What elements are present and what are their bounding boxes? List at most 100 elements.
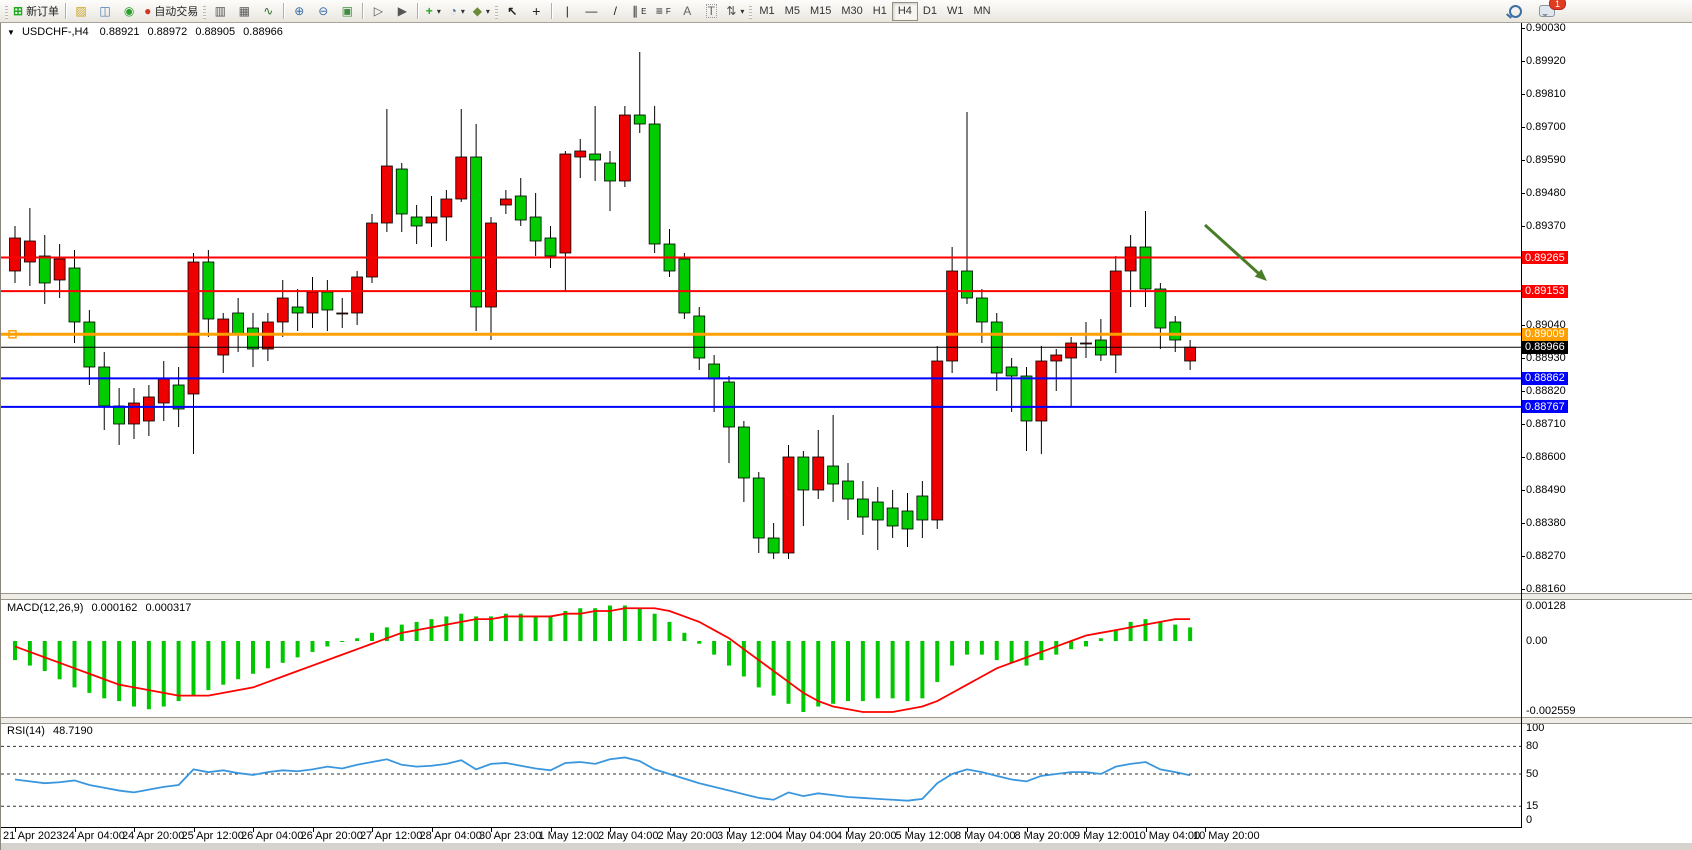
timeframe-button-w1[interactable]: W1 <box>946 5 964 17</box>
macd-bar <box>72 641 77 688</box>
candle <box>1169 321 1182 341</box>
timeframe-button-h1[interactable]: H1 <box>872 5 887 17</box>
auto-scroll-button[interactable]: ▶ <box>390 2 414 20</box>
hline-tool-button[interactable]: — <box>579 2 603 20</box>
candlestick-button[interactable]: ▦ <box>232 2 256 20</box>
styles-button[interactable]: ▨ <box>69 2 93 20</box>
macd-bar <box>414 621 419 641</box>
fibonacci-tool-button[interactable]: ≡ F <box>651 2 675 20</box>
indicators-button[interactable]: + ▾ <box>421 2 445 20</box>
rsi-axis-label: 0 <box>1526 814 1533 826</box>
trendline-icon: / <box>613 4 617 18</box>
candle <box>232 312 245 335</box>
arrows-tool-button[interactable]: ⇅ ▾ <box>723 2 747 20</box>
zoom-out-button[interactable]: ⊖ <box>311 2 335 20</box>
candle <box>1184 346 1197 362</box>
macd-bar <box>1009 641 1014 663</box>
timeframe-button-d1[interactable]: D1 <box>922 5 937 17</box>
timeframe-button-m30[interactable]: M30 <box>841 5 863 17</box>
chart-window[interactable]: ▼ USDCHF-,H4 0.88921 0.88972 0.88905 0.8… <box>0 22 1692 850</box>
auto-trade-button[interactable]: ● 自动交易 <box>141 2 201 20</box>
time-axis-tick <box>491 828 492 832</box>
periods-button[interactable]: ◔ ▾ <box>445 2 469 20</box>
tile-windows-button[interactable]: ▣ <box>335 2 359 20</box>
candle <box>797 456 810 491</box>
macd-panel-canvas[interactable] <box>1 598 1692 717</box>
rsi-line <box>14 756 1191 802</box>
toolbar-separator <box>551 3 553 19</box>
candle <box>812 456 825 491</box>
time-axis-tick <box>312 828 314 832</box>
timeframe-button-m5[interactable]: M5 <box>784 5 800 17</box>
toolbar-grip <box>749 3 753 19</box>
macd-bar <box>875 641 880 699</box>
candle <box>1139 246 1152 290</box>
macd-bar <box>489 616 493 641</box>
macd-bar <box>1039 641 1044 661</box>
candle <box>68 267 81 323</box>
time-axis-label: 27 Apr 12:00 <box>360 830 423 842</box>
zoom-in-button[interactable]: ⊕ <box>287 2 311 20</box>
notifications-button[interactable]: 1 <box>1535 0 1566 20</box>
timeframe-button-m15[interactable]: M15 <box>809 5 832 17</box>
price-chart-canvas[interactable] <box>1 22 1692 593</box>
time-axis-tick <box>1205 828 1206 832</box>
candle <box>247 327 259 350</box>
status-bar <box>1 842 1692 850</box>
time-axis-label: 30 Apr 23:00 <box>479 830 542 842</box>
new-order-button[interactable]: ⊞ 新订单 <box>10 2 62 20</box>
line-handle[interactable] <box>8 330 17 339</box>
candle <box>886 507 899 527</box>
price-axis-line <box>1521 22 1522 827</box>
candle <box>559 153 572 254</box>
time-axis-label: 2 May 04:00 <box>598 830 659 842</box>
time-axis-tick <box>1026 828 1028 832</box>
time-axis-label: 28 Apr 04:00 <box>419 830 482 842</box>
toolbar-separator <box>65 3 67 19</box>
panel-splitter[interactable] <box>1 717 1692 724</box>
signals-button[interactable]: ◉ <box>117 2 141 20</box>
macd-bar <box>1188 627 1193 641</box>
macd-bar <box>950 641 955 666</box>
candle <box>871 501 884 521</box>
macd-title: MACD(12,26,9) <box>7 602 84 614</box>
time-axis-label: 8 May 20:00 <box>1014 830 1076 842</box>
vline-tool-button[interactable]: | <box>555 2 579 20</box>
macd-bar <box>429 619 434 641</box>
search-button[interactable] <box>1503 2 1527 20</box>
bar-chart-button[interactable]: ▥ <box>208 2 232 20</box>
macd-bar <box>831 641 836 704</box>
timeframe-button-m1[interactable]: M1 <box>759 5 775 17</box>
trendline-tool-button[interactable]: / <box>603 2 627 20</box>
macd-bar <box>905 641 910 702</box>
chart-shift-button[interactable]: ▷ <box>366 2 390 20</box>
market-watch-button[interactable]: ◫ <box>93 2 117 20</box>
panel-splitter[interactable] <box>1 593 1692 600</box>
timeframe-button-mn[interactable]: MN <box>973 5 991 17</box>
time-axis-tick <box>848 828 849 832</box>
macd-bar <box>1069 641 1074 650</box>
text-label-icon: T <box>705 4 717 18</box>
paint-bucket-icon: ▨ <box>75 4 87 18</box>
cursor-button[interactable]: ↖ <box>500 2 524 20</box>
channel-tool-button[interactable]: ∥ E <box>627 2 651 20</box>
timeframe-button-h4[interactable]: H4 <box>891 1 918 21</box>
macd-bar <box>1173 624 1178 641</box>
macd-bar <box>146 641 151 710</box>
time-axis-label: 4 May 20:00 <box>836 830 897 842</box>
label-tool-button[interactable]: T <box>699 2 723 20</box>
signal-icon: ◉ <box>123 4 135 18</box>
trend-arrow-head <box>1254 269 1267 281</box>
candle <box>172 384 185 410</box>
trend-arrow[interactable] <box>1203 223 1263 277</box>
rsi-panel-canvas[interactable] <box>1 722 1692 827</box>
price-tick-label: 0.88490 <box>1521 484 1566 496</box>
toolbar-grip <box>495 3 499 19</box>
ohlc-low: 0.88905 <box>195 26 236 38</box>
text-tool-button[interactable]: A <box>675 2 699 20</box>
line-chart-button[interactable]: ∿ <box>256 2 280 20</box>
symbol-dropdown-icon[interactable]: ▼ <box>7 28 15 37</box>
crosshair-button[interactable]: + <box>524 2 548 20</box>
macd-bar <box>979 641 984 655</box>
templates-button[interactable]: ◆ ▾ <box>469 2 493 20</box>
